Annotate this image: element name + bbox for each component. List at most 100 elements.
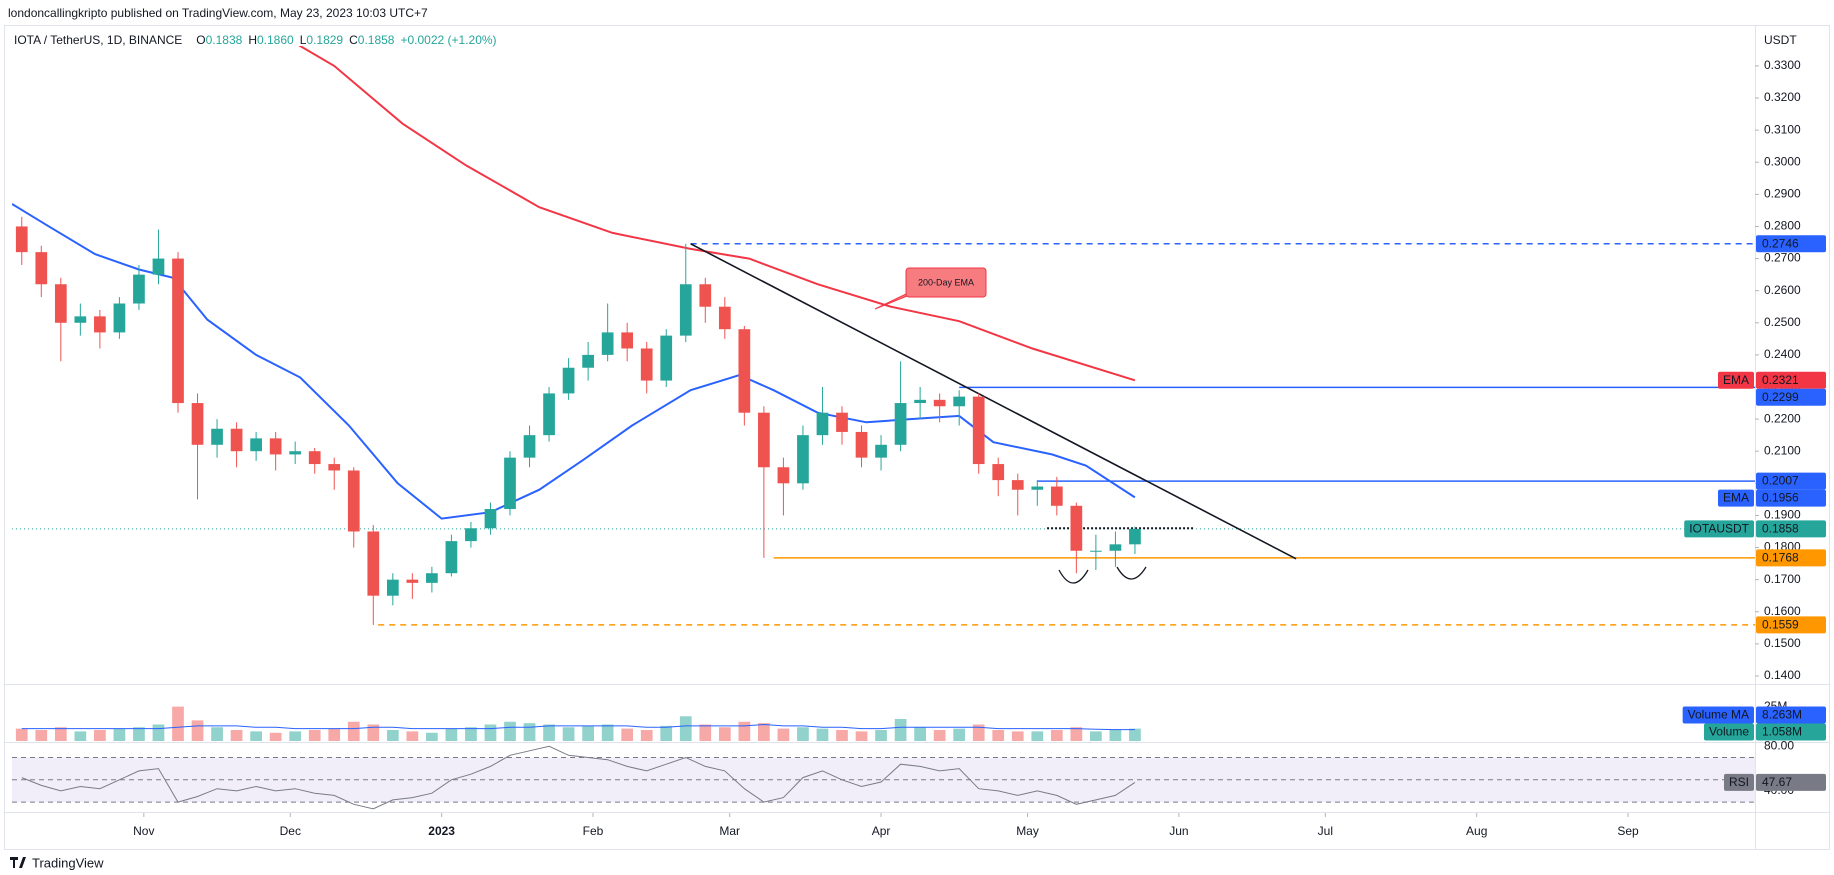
volume-bar [933, 730, 946, 741]
volume-bar [211, 727, 223, 741]
volume-bar [621, 728, 634, 741]
symbol: IOTA / TetherUS, 1D, BINANCE [14, 33, 182, 47]
price-tag-label: 47.67 [1762, 775, 1792, 789]
y-tick-label: 0.2500 [1764, 315, 1801, 329]
volume-bar [582, 725, 594, 741]
candle-body [699, 284, 712, 307]
candle-body [855, 431, 868, 458]
candle-body [523, 435, 536, 458]
volume-bar [250, 731, 262, 741]
callout-text: 200-Day EMA [918, 277, 974, 287]
price-tag-label: 0.1768 [1762, 550, 1799, 564]
volume-bar [777, 728, 790, 741]
volume-bar [230, 730, 243, 741]
volume-bar [74, 731, 87, 741]
rsi-pane [12, 745, 1755, 810]
ohlc-value: 0.1860 [257, 33, 294, 47]
y-tick-label: 0.1700 [1764, 572, 1801, 586]
candle-body [367, 531, 380, 596]
candle-body [133, 274, 145, 304]
candle-body [1031, 486, 1044, 490]
volume-bar [894, 719, 907, 741]
volume-bar [406, 731, 419, 741]
ohlc-value: 0.1838 [206, 33, 243, 47]
candle-body [816, 412, 829, 436]
price-tag [1756, 616, 1826, 634]
volume-bar [15, 728, 28, 741]
ohlc-label: C [349, 33, 358, 47]
tag-name-box [1684, 520, 1754, 538]
y-tick-label: 0.2900 [1764, 187, 1801, 201]
price-tag-label: 0.1956 [1762, 491, 1799, 505]
candle-body [777, 467, 790, 484]
y-tick-label: 0.2700 [1764, 251, 1801, 265]
logo: TradingView [10, 855, 104, 870]
candle-body [718, 306, 731, 330]
y-tick-label: 0.2600 [1764, 283, 1801, 297]
price-pane [12, 46, 1755, 626]
volume-bar [35, 730, 48, 741]
volume-bar [308, 730, 321, 741]
candle-body [94, 316, 106, 333]
volume-bar [1070, 727, 1083, 741]
candle-body [269, 438, 282, 455]
candle-body [972, 396, 985, 465]
y-tick-label: 0.1400 [1764, 668, 1801, 682]
volume-bar [289, 731, 302, 741]
volume-bar [738, 721, 751, 741]
candle-body [836, 412, 848, 432]
price-tag [1756, 489, 1826, 507]
price-tag-label: 0.2299 [1762, 390, 1799, 404]
candle-body [758, 412, 770, 468]
candle-body [1109, 544, 1122, 551]
tag-name-box [1723, 773, 1754, 791]
chart-frame [4, 25, 1830, 850]
candle-body [640, 348, 653, 381]
candle-body [386, 579, 399, 596]
ohlc-value: 0.1858 [358, 33, 395, 47]
candle-body [484, 509, 497, 529]
ohlc-label: H [248, 33, 257, 47]
price-tag [1756, 773, 1826, 791]
volume-bar [1011, 731, 1024, 741]
x-tick-label: Mar [719, 824, 740, 838]
tag-name: EMA [1723, 373, 1749, 387]
candle-body [797, 435, 809, 484]
currency-label: USDT [1764, 33, 1797, 47]
candle-body [152, 258, 165, 275]
price-tag [1756, 235, 1826, 253]
y-tick-label: 0.2400 [1764, 347, 1801, 361]
price-tag [1756, 371, 1826, 389]
volume-bar [797, 727, 809, 741]
y-tick-label: 0.3300 [1764, 58, 1801, 72]
candle-body [1090, 550, 1102, 552]
price-tag-label: 8.263M [1762, 708, 1802, 722]
price-tag-label: 0.1858 [1762, 522, 1799, 536]
y-tick-label: 0.2200 [1764, 411, 1801, 425]
ohlc-value: 0.1829 [306, 33, 343, 47]
candle-body [738, 329, 751, 413]
volume-bar [445, 728, 458, 741]
candle-body [1129, 528, 1141, 545]
candle-body [289, 451, 302, 455]
candle-body [308, 451, 321, 465]
rsi-line [21, 745, 1136, 810]
volume-bar [953, 728, 966, 741]
logo-mark [10, 857, 26, 868]
volume-bar [601, 724, 614, 741]
volume-bar [347, 721, 360, 741]
candle-body [914, 399, 926, 404]
ohlc-label: L [300, 33, 307, 47]
volume-pane [15, 706, 1141, 741]
tag-name: EMA [1723, 491, 1749, 505]
candle-body [953, 396, 966, 407]
price-tag [1756, 388, 1826, 406]
candle-body [406, 579, 419, 583]
x-tick-label: Jun [1169, 824, 1188, 838]
candle-body [250, 438, 262, 452]
x-tick-label: Dec [280, 824, 301, 838]
candle-body [426, 573, 438, 583]
y-tick-label: 0.2800 [1764, 219, 1801, 233]
